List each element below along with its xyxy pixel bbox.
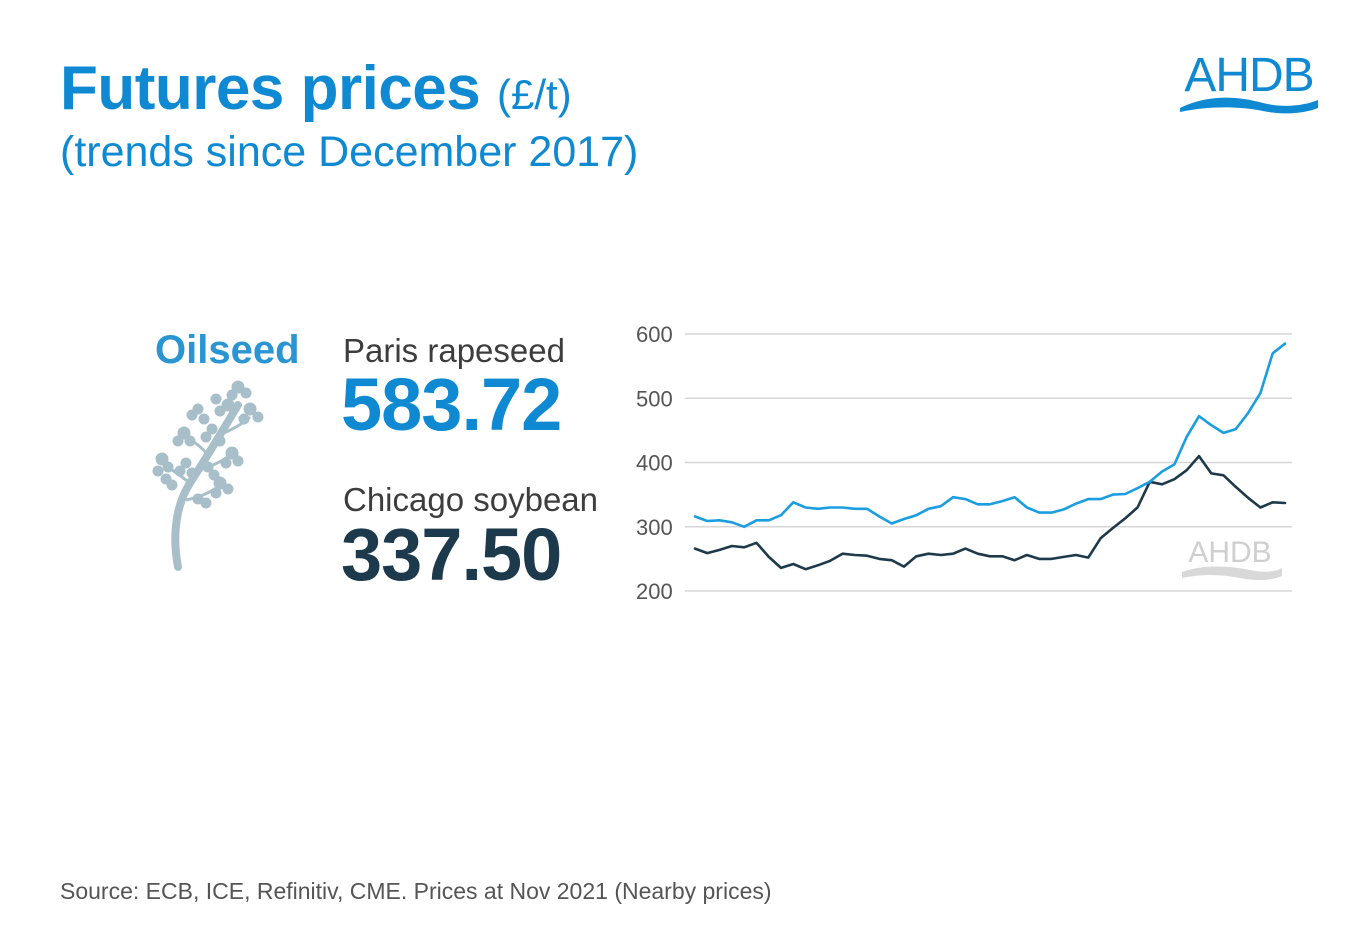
y-tick-label-200: 200 <box>636 579 673 604</box>
watermark-text: AHDB <box>1188 536 1271 569</box>
logo-text: AHDB <box>1184 49 1314 102</box>
series-line-chicago-soybean <box>693 454 1287 571</box>
ahdb-logo: AHDB <box>1178 52 1320 122</box>
paris-rapeseed-value: 583.72 <box>341 363 562 446</box>
title-unit: (£/t) <box>496 71 572 118</box>
chicago-soybean-value: 337.50 <box>341 513 562 596</box>
chicago-soybean-label: Chicago soybean <box>343 481 599 518</box>
page-title: Futures prices (£/t) <box>60 58 572 120</box>
logo-wave-icon <box>1180 97 1318 114</box>
title-block: Futures prices (£/t) <box>60 58 572 120</box>
watermark-wave-icon <box>1182 566 1282 581</box>
y-tick-label-300: 300 <box>636 515 673 540</box>
y-tick-label-600: 600 <box>636 322 673 347</box>
series-line-paris-rapeseed <box>693 342 1287 529</box>
paris-rapeseed-label: Paris rapeseed <box>343 332 565 369</box>
source-note: Source: ECB, ICE, Refinitiv, CME. Prices… <box>60 878 772 904</box>
futures-line-chart: 200 300 400 500 600 AHDB <box>636 322 1292 604</box>
page-subtitle: (trends since December 2017) <box>60 128 639 176</box>
oilseed-plant-icon <box>152 380 264 571</box>
title-text: Futures prices <box>60 54 481 123</box>
section-label: Oilseed <box>155 328 300 372</box>
y-tick-label-500: 500 <box>636 386 673 411</box>
y-tick-label-400: 400 <box>636 451 673 476</box>
